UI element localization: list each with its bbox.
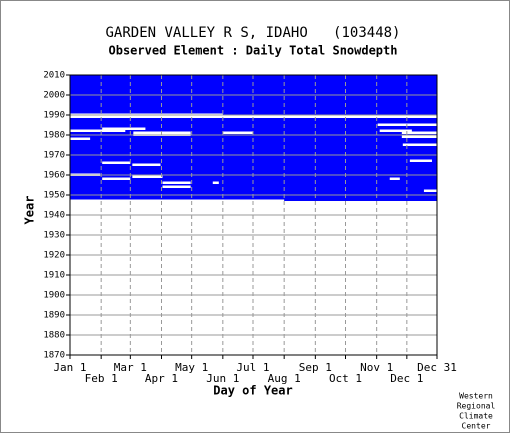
x-tick-label: Sep 1	[299, 361, 332, 374]
x-axis-label: Day of Year	[213, 384, 292, 398]
chart-title: GARDEN VALLEY R S, IDAHO (103448)	[105, 25, 400, 41]
gap	[402, 143, 437, 146]
y-tick-label: 1900	[43, 291, 65, 301]
y-tick-label: 2000	[43, 91, 65, 101]
y-tick-label: 1910	[43, 271, 65, 281]
gap	[212, 181, 219, 184]
y-tick-label: 1950	[43, 191, 65, 201]
gap	[102, 161, 131, 164]
x-tick-label: May 1	[175, 361, 208, 374]
y-axis-label: Year	[23, 196, 37, 225]
x-tick-label: Oct 1	[329, 372, 362, 385]
y-tick-label: 1920	[43, 251, 65, 261]
chart-subtitle: Observed Element : Daily Total Snowdepth	[109, 44, 398, 58]
gap	[409, 159, 432, 162]
y-tick-label: 1970	[43, 151, 65, 161]
gap	[133, 131, 191, 134]
gap	[401, 135, 437, 138]
y-tick-label: 1960	[43, 171, 65, 181]
y-tick-label: 1930	[43, 231, 65, 241]
gap	[102, 177, 131, 180]
plot-border	[69, 74, 438, 356]
x-tick-label: Dec 1	[390, 372, 423, 385]
x-tick-label: Mar 1	[114, 361, 147, 374]
gap	[389, 177, 400, 180]
y-tick-label: 1880	[43, 331, 65, 341]
x-tick-label: Jul 1	[236, 361, 269, 374]
record-block	[70, 75, 437, 201]
credit-line: Regional	[457, 402, 496, 411]
y-tick-label: 1990	[43, 111, 65, 121]
y-tick-label: 1980	[43, 131, 65, 141]
credit-line: Center	[462, 422, 491, 431]
x-tick-label: Feb 1	[85, 372, 118, 385]
gap	[70, 137, 91, 140]
gap	[401, 131, 437, 134]
x-tick-label: Nov 1	[360, 361, 393, 374]
gap	[377, 123, 440, 126]
gap	[222, 131, 253, 134]
gap	[162, 185, 191, 188]
credit-line: Western	[459, 392, 493, 401]
gap	[70, 199, 285, 202]
x-tick-label: Apr 1	[145, 372, 178, 385]
credit-line: Climate	[459, 412, 493, 421]
y-tick-label: 1940	[43, 211, 65, 221]
y-tick-label: 1890	[43, 311, 65, 321]
x-tick-label: Aug 1	[268, 372, 301, 385]
x-tick-label: Jun 1	[206, 372, 239, 385]
gap	[132, 175, 163, 178]
gap	[162, 181, 191, 184]
y-tick-label: 1870	[43, 351, 65, 361]
gap	[379, 129, 412, 132]
y-tick-label: 2010	[43, 71, 65, 81]
gap	[70, 115, 437, 118]
gap	[70, 129, 126, 132]
gap	[423, 189, 437, 192]
x-tick-label: Dec 31	[417, 361, 457, 374]
gap	[102, 127, 146, 130]
gap	[132, 163, 161, 166]
x-tick-label: Jan 1	[53, 361, 86, 374]
